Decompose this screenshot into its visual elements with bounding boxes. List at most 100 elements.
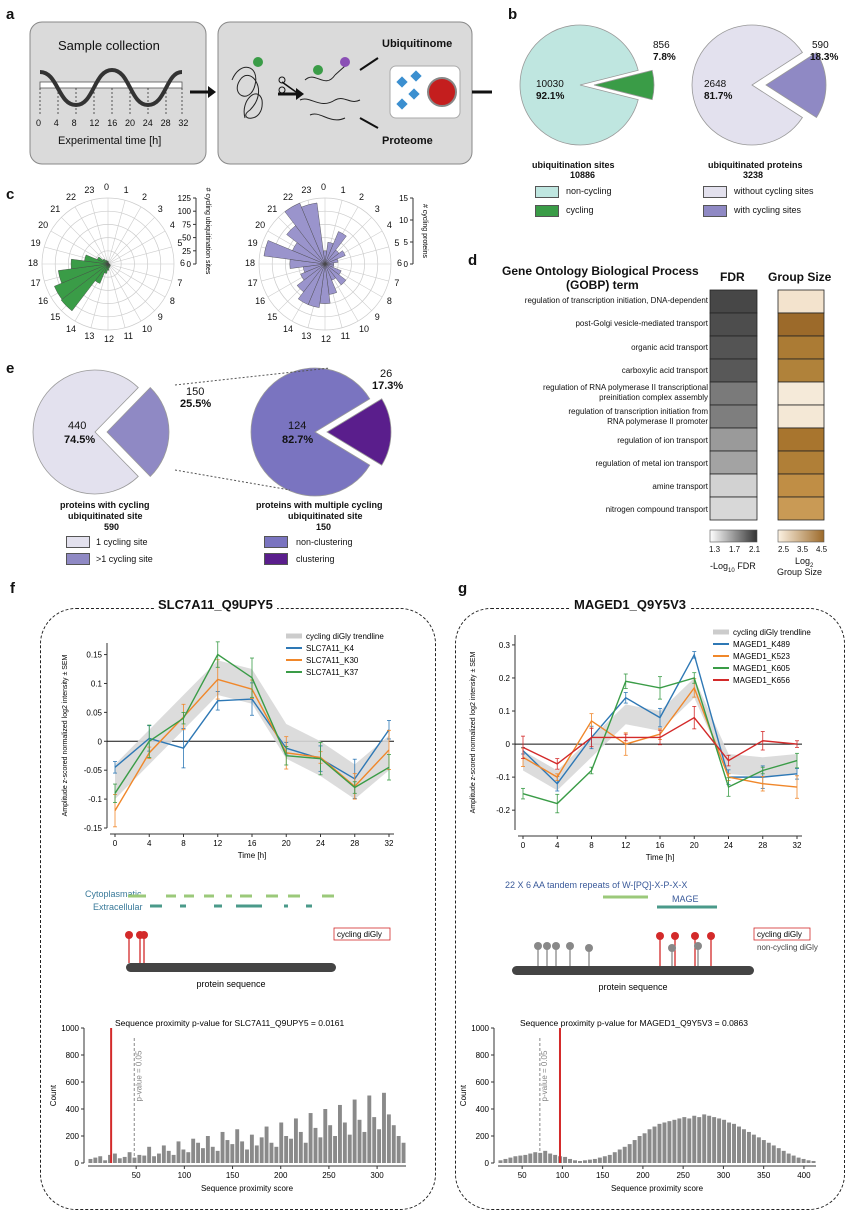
- g-hist-title: Sequence proximity p-value for MAGED1_Q9…: [520, 1018, 748, 1028]
- f-hist-bar: [117, 1158, 122, 1163]
- f-hist-bar: [274, 1146, 279, 1163]
- g-hist-x-tick-label: 350: [757, 1171, 771, 1180]
- group-axis-label-1: Log2: [795, 556, 814, 569]
- f-x-tick-label: 20: [282, 839, 291, 848]
- polar-sites-hour-20: 20: [38, 220, 49, 230]
- pie-b1-small-pct: 7.8%: [653, 52, 676, 63]
- gobp-term-8: regulation of ion transport: [617, 436, 708, 445]
- pie-b1-small-n: 856: [653, 40, 670, 51]
- pie-b2-total: 3238: [743, 170, 764, 180]
- polar-sites-spoke: [107, 246, 172, 265]
- g-hist-x-tick-label: 150: [596, 1171, 610, 1180]
- g-hist-bar: [647, 1129, 652, 1163]
- pie-b1-small-slice: [593, 69, 655, 101]
- g-site-head: [691, 932, 699, 940]
- g-site-head: [707, 932, 715, 940]
- g-x-tick-label: 24: [724, 841, 733, 850]
- g-hist-bar: [573, 1160, 577, 1163]
- g-hist-bar: [597, 1157, 602, 1163]
- panel-e-pies: [32, 367, 392, 497]
- g-x-tick-label: 0: [521, 841, 526, 850]
- pie-b2-big-slice: [691, 24, 803, 146]
- g-hist-bar: [776, 1148, 781, 1163]
- polar-proteins-bar: [324, 250, 346, 265]
- g-hist-bar: [806, 1160, 811, 1163]
- diGly-antibody-icon: [340, 57, 350, 67]
- g-hist-x-tick-label: 100: [556, 1171, 570, 1180]
- g-protein-bar: [512, 966, 754, 975]
- polar-proteins-bar: [324, 263, 347, 286]
- panel-a-graphic: [29, 21, 492, 165]
- g-x-tick-label: 4: [555, 841, 560, 850]
- f-hist-bar: [377, 1129, 382, 1163]
- time-tick-4: 4: [53, 118, 59, 128]
- g-hist-bar: [578, 1160, 582, 1163]
- g-hist-bar: [697, 1117, 702, 1163]
- pie-b2-small-pct: 18.3%: [810, 52, 839, 63]
- g-x-tick-label: 16: [656, 841, 665, 850]
- polar-proteins-scale-label: 5: [404, 238, 409, 247]
- polar-sites-spoke: [107, 263, 166, 298]
- polar-proteins-hour-5: 5: [394, 238, 400, 249]
- g-hist-bar: [796, 1157, 801, 1163]
- panel-label-d: d: [468, 252, 478, 269]
- polar-proteins-hour-0: 0: [321, 182, 327, 192]
- f-hist-bar: [181, 1149, 186, 1163]
- g-hist-bar: [622, 1146, 627, 1163]
- f-x-tick-label: 24: [316, 839, 325, 848]
- f-hist-bar: [318, 1137, 323, 1163]
- g-domain-label-1: MAGE: [672, 894, 699, 904]
- f-y-tick-label: 0.05: [86, 708, 102, 717]
- g-hist-bar: [811, 1160, 816, 1163]
- fdr-axis-label: -Log10 FDR: [710, 561, 756, 574]
- g-cycling-tag-box: [753, 927, 811, 941]
- pie-b1-title: ubiquitination sites: [532, 160, 615, 170]
- f-hist-bar: [372, 1117, 377, 1163]
- f-hist-y-tick-label: 200: [66, 1132, 80, 1141]
- f-x-tick-label: 32: [385, 839, 394, 848]
- polar-proteins-scale-label: 10: [399, 216, 408, 225]
- g-hist-x-tick-label: 300: [717, 1171, 731, 1180]
- gobp-title-1: Gene Ontology Biological Process: [502, 264, 699, 278]
- group-size-header: Group Size: [768, 270, 832, 284]
- g-hist-bar: [528, 1153, 533, 1163]
- fdr-tick-0: 1.3: [709, 545, 721, 554]
- g-hist-x-tick-label: 250: [676, 1171, 690, 1180]
- f-hist-bar: [156, 1153, 161, 1163]
- time-bar: [39, 81, 183, 89]
- g-hist-bar: [498, 1160, 503, 1163]
- panel-label-b: b: [508, 6, 518, 23]
- g-legend-4: MAGED1_K656: [733, 676, 790, 685]
- time-tick-8: 8: [71, 118, 77, 128]
- g-hist-bar: [518, 1155, 523, 1163]
- experimental-time-label: Experimental time [h]: [58, 135, 162, 147]
- g-y-tick-label: 0.3: [499, 641, 511, 650]
- fdr-tick-1: 1.7: [729, 545, 741, 554]
- polar-sites-bar: [60, 263, 109, 312]
- polar-sites-scale-label: 75: [182, 220, 191, 229]
- f-hist-bar: [386, 1114, 391, 1163]
- scissors-icon: [281, 81, 297, 93]
- group-cell: [777, 496, 825, 521]
- peptide-fragments: [299, 65, 361, 121]
- f-site-head: [125, 931, 133, 939]
- g-x-tick-label: 20: [690, 841, 699, 850]
- f-x-tick-label: 16: [248, 839, 257, 848]
- pie-b1-big-pct: 92.1%: [536, 91, 565, 102]
- panel-label-g: g: [458, 580, 468, 597]
- f-domain-label-1: Extracellular: [93, 902, 143, 912]
- polar-proteins-hour-14: 14: [283, 323, 294, 334]
- g-hist-bar: [672, 1119, 677, 1163]
- group-tick-0: 2.5: [778, 545, 790, 554]
- f-hist-bar: [254, 1145, 259, 1163]
- polar-sites-scale-label: 0: [187, 260, 192, 269]
- g-hist-bar: [786, 1153, 791, 1163]
- polar-sites-bar: [54, 263, 109, 300]
- g-hist-bar: [791, 1155, 796, 1163]
- g-hist-y-tick-label: 600: [476, 1078, 490, 1087]
- g-legend-3: MAGED1_K605: [733, 664, 790, 673]
- panel-f-title: SLC7A11_Q9UPY5: [154, 597, 277, 612]
- g-hist-bar: [766, 1142, 771, 1163]
